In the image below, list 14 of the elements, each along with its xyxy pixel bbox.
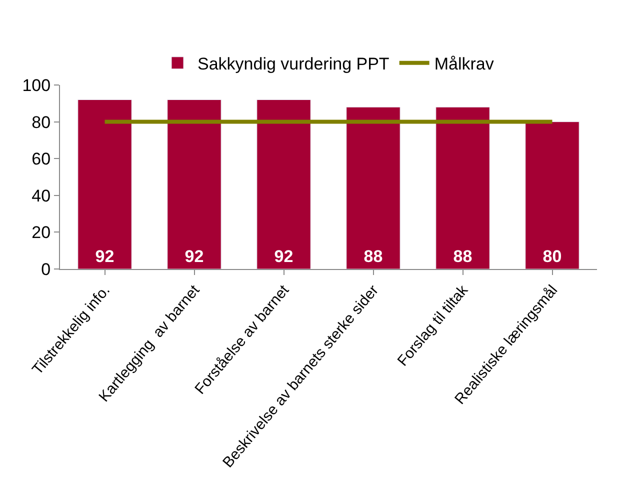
y-tick-label: 80 xyxy=(32,112,51,132)
y-tick-label: 60 xyxy=(32,150,51,169)
y-tick-label: 20 xyxy=(32,223,51,242)
data-label: 88 xyxy=(364,247,383,266)
data-label: 92 xyxy=(95,247,114,266)
y-tick-label: 100 xyxy=(22,76,51,95)
data-label: 92 xyxy=(274,247,294,266)
data-label: 88 xyxy=(453,247,472,266)
y-tick-label: 0 xyxy=(41,260,51,279)
data-label: 80 xyxy=(542,247,562,266)
legend-label: Målkrav xyxy=(434,54,494,74)
y-tick-label: 40 xyxy=(32,186,51,206)
data-label: 92 xyxy=(184,247,204,266)
legend-label: Sakkyndig vurdering PPT xyxy=(198,54,390,74)
